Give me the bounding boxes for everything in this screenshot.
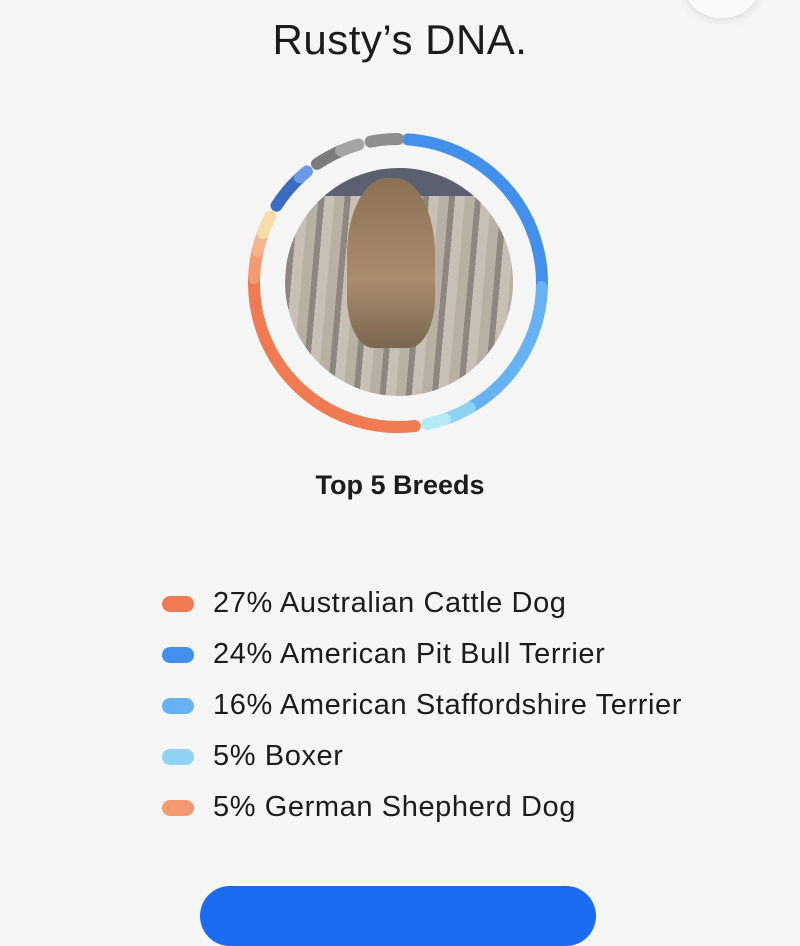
- ring-segment: [256, 210, 277, 240]
- breed-label: 27% Australian Cattle Dog: [213, 587, 567, 619]
- breed-label: 24% American Pit Bull Terrier: [213, 638, 606, 670]
- page-title: Rusty’s DNA.: [272, 16, 528, 63]
- breed-swatch: [162, 646, 194, 663]
- ring-segment: [463, 281, 548, 414]
- breed-item: 24% American Pit Bull Terrier: [162, 629, 682, 680]
- ring-segment: [364, 133, 404, 148]
- section-title: Top 5 Breeds: [315, 470, 485, 500]
- dog-figure: [347, 178, 435, 348]
- ring-segment: [421, 413, 451, 431]
- breed-label: 5% German Shepherd Dog: [213, 791, 577, 823]
- breed-swatch: [162, 697, 194, 714]
- primary-action-button[interactable]: [200, 886, 596, 946]
- breed-item: 16% American Staffordshire Terrier: [162, 680, 682, 731]
- breed-item: 27% Australian Cattle Dog: [162, 578, 682, 629]
- breed-swatch: [162, 595, 194, 612]
- breed-label: 5% Boxer: [213, 740, 344, 772]
- breed-legend: 27% Australian Cattle Dog 24% American P…: [162, 578, 682, 833]
- breed-label: 16% American Staffordshire Terrier: [213, 689, 683, 721]
- dog-photo: [285, 168, 513, 396]
- breed-swatch: [162, 748, 194, 765]
- breed-item: 5% Boxer: [162, 731, 682, 782]
- breed-item: 5% German Shepherd Dog: [162, 782, 682, 833]
- ring-segment: [335, 138, 365, 157]
- breed-swatch: [162, 799, 194, 816]
- ring-segment: [248, 272, 421, 433]
- corner-action-button[interactable]: [684, 0, 760, 18]
